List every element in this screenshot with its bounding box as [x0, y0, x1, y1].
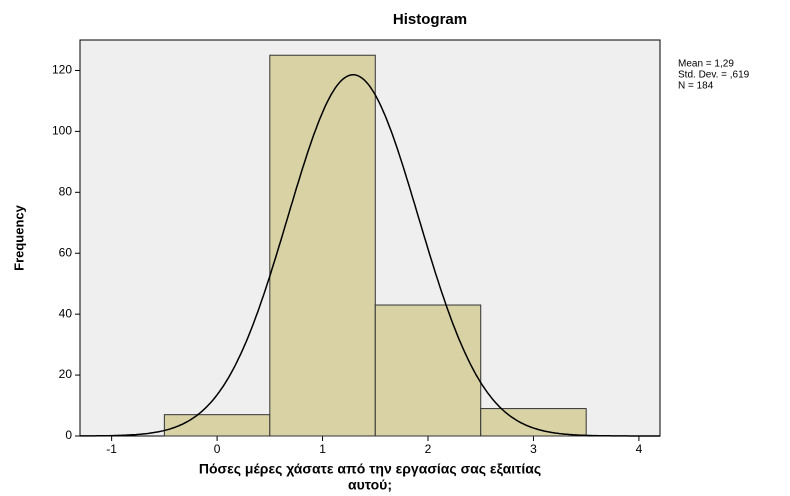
y-tick-label: 0 [65, 428, 72, 442]
x-tick-label: 3 [530, 442, 537, 456]
x-axis-label: αυτού; [348, 477, 392, 493]
y-tick-label: 20 [59, 367, 73, 381]
y-tick-label: 60 [59, 245, 73, 259]
stat-label: Mean = 1,29 [678, 59, 734, 70]
x-tick-label: 1 [319, 442, 326, 456]
x-tick-label: -1 [106, 442, 117, 456]
y-tick-label: 80 [59, 184, 73, 198]
stat-label: Std. Dev. = ,619 [678, 70, 750, 81]
y-tick-label: 100 [52, 124, 72, 138]
y-tick-label: 120 [52, 63, 72, 77]
x-tick-label: 2 [425, 442, 432, 456]
stat-label: N = 184 [678, 81, 714, 92]
bar [269, 54, 376, 437]
chart-title: Histogram [393, 11, 467, 28]
y-axis-label: Frequency [11, 204, 26, 271]
bar [374, 304, 482, 437]
x-tick-label: 0 [214, 442, 221, 456]
x-tick-label: 4 [636, 442, 643, 456]
normal-curve [80, 74, 660, 437]
y-tick-label: 40 [59, 306, 73, 320]
x-axis-label: Πόσες μέρες χάσατε από την εργασίας σας … [199, 461, 541, 477]
bar [480, 408, 587, 437]
